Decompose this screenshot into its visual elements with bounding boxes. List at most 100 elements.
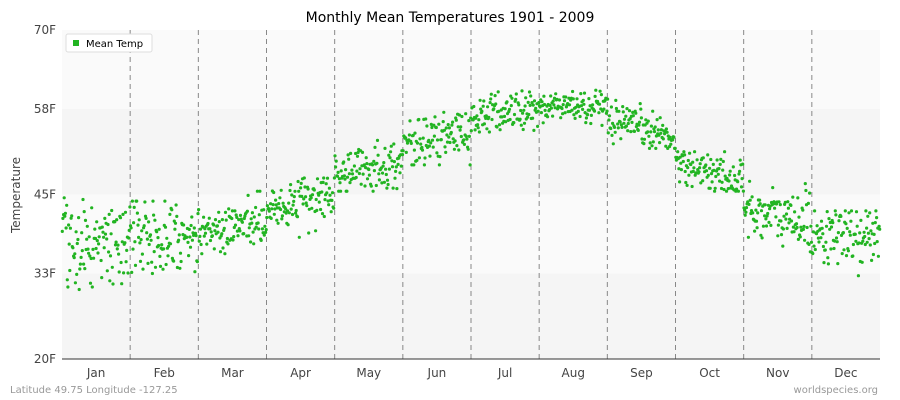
data-point: [247, 234, 251, 238]
data-point: [147, 242, 151, 247]
data-point: [415, 141, 420, 145]
data-point: [639, 116, 644, 120]
data-point: [669, 142, 673, 146]
data-point: [235, 215, 239, 219]
data-point: [659, 131, 663, 135]
data-point: [664, 144, 668, 148]
data-point: [133, 240, 137, 244]
data-point: [65, 203, 69, 207]
data-point: [564, 95, 568, 99]
data-point: [212, 247, 216, 251]
data-point: [371, 189, 375, 193]
data-point: [819, 219, 824, 223]
data-point: [476, 126, 480, 130]
data-point: [290, 193, 294, 197]
data-point: [99, 258, 103, 263]
data-point: [267, 207, 271, 211]
data-point: [847, 211, 851, 215]
data-point: [478, 98, 482, 102]
data-point: [866, 231, 871, 235]
data-point: [450, 123, 454, 127]
data-point: [83, 218, 88, 222]
data-point: [78, 262, 82, 266]
data-point: [75, 272, 79, 276]
data-point: [739, 185, 744, 189]
data-point: [325, 191, 329, 195]
data-point: [687, 173, 691, 177]
data-point: [868, 211, 872, 215]
data-point: [363, 184, 367, 188]
data-point: [484, 116, 488, 120]
data-point: [222, 226, 226, 230]
x-tick-label: Oct: [699, 366, 720, 380]
data-point: [720, 180, 724, 184]
data-point: [146, 261, 150, 265]
data-point: [220, 232, 224, 236]
data-point: [609, 105, 614, 109]
data-point: [791, 195, 795, 199]
data-point: [534, 106, 538, 110]
data-point: [698, 162, 702, 166]
data-point: [303, 185, 307, 189]
data-point: [724, 189, 729, 193]
data-point: [419, 142, 423, 146]
data-point: [350, 168, 354, 172]
data-point: [787, 221, 791, 225]
data-point: [737, 172, 741, 176]
data-point: [70, 214, 74, 218]
data-point: [734, 187, 739, 191]
data-point: [611, 121, 615, 125]
data-point: [572, 113, 576, 117]
data-point: [82, 210, 86, 214]
data-point: [278, 196, 282, 200]
data-point: [373, 145, 377, 149]
data-point: [288, 188, 292, 193]
data-point: [704, 163, 708, 167]
data-point: [477, 130, 481, 134]
data-point: [174, 203, 178, 207]
data-point: [161, 267, 165, 271]
data-point: [817, 240, 821, 244]
data-point: [413, 131, 417, 135]
data-point: [372, 159, 376, 163]
data-point: [435, 138, 440, 142]
data-point: [361, 172, 365, 176]
data-point: [573, 116, 577, 120]
data-point: [217, 210, 221, 214]
data-point: [430, 138, 435, 142]
data-point: [833, 209, 837, 213]
data-point: [809, 224, 813, 228]
data-point: [614, 98, 618, 102]
data-point: [820, 226, 824, 230]
data-point: [576, 109, 580, 113]
data-point: [354, 151, 358, 156]
data-point: [459, 125, 463, 129]
data-point: [295, 215, 300, 219]
data-point: [530, 101, 534, 105]
data-point: [367, 173, 371, 177]
data-point: [489, 97, 493, 101]
data-point: [215, 224, 219, 228]
data-point: [133, 263, 138, 267]
data-point: [408, 119, 412, 123]
data-point: [310, 206, 314, 210]
data-point: [105, 237, 109, 241]
data-point: [783, 200, 787, 204]
data-point: [334, 165, 338, 169]
data-point: [135, 199, 139, 203]
data-point: [455, 144, 459, 148]
data-point: [129, 226, 133, 230]
data-point: [849, 209, 854, 213]
data-point: [648, 141, 652, 145]
plot-band: [62, 194, 880, 274]
data-point: [78, 267, 82, 271]
data-point: [377, 172, 381, 176]
data-point: [445, 140, 450, 144]
data-point: [856, 274, 861, 278]
data-point: [60, 229, 64, 233]
data-point: [73, 281, 77, 285]
data-point: [543, 108, 547, 112]
data-point: [115, 218, 119, 222]
data-point: [323, 198, 327, 202]
data-point: [760, 236, 764, 240]
